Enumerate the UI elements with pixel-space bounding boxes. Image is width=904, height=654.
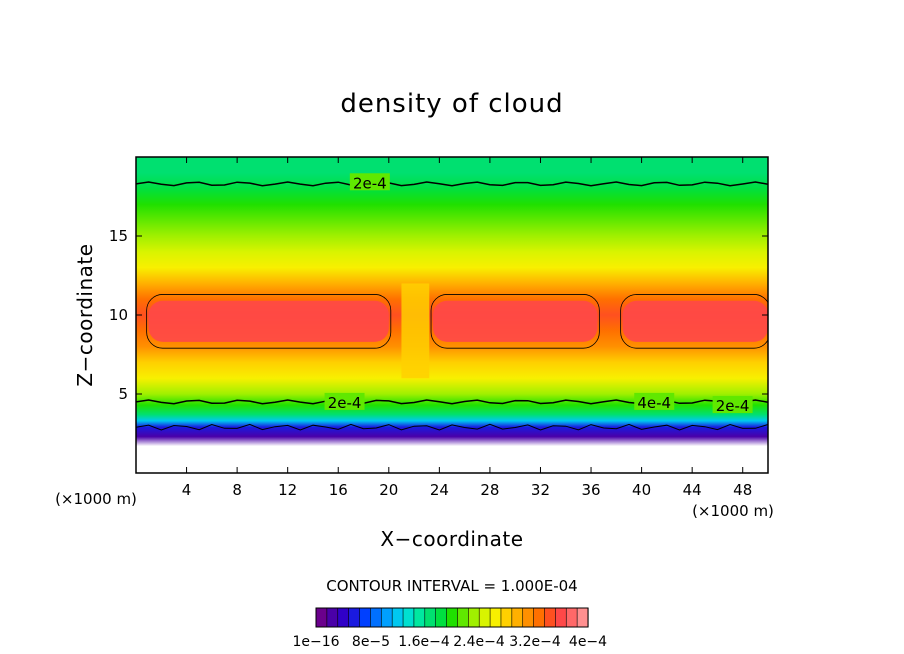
contour-label-bg: [324, 392, 365, 410]
colorbar: [315, 607, 589, 628]
colorbar-swatch: [337, 607, 350, 628]
colorbar-tick-label: 4e−4: [569, 634, 607, 650]
x-tick-label: 12: [278, 481, 297, 499]
core-region: [622, 300, 768, 342]
colorbar-swatch: [326, 607, 339, 628]
colorbar-swatch: [576, 607, 589, 628]
colorbar-swatch: [424, 607, 437, 628]
colorbar-swatch: [555, 607, 567, 628]
colorbar-swatch: [348, 607, 361, 628]
colorbar-frame: [315, 607, 589, 628]
x-tick-label: 40: [632, 481, 651, 499]
colorbar-swatch: [565, 607, 578, 628]
colorbar-swatch: [446, 607, 459, 628]
x-tick-label: 24: [430, 481, 449, 499]
colorbar-swatch: [478, 607, 491, 628]
colorbar-swatch: [435, 607, 448, 628]
contour-label: 4e-4: [637, 394, 671, 412]
x-tick-label: 32: [531, 481, 550, 499]
core-region: [433, 300, 598, 342]
x-tick-label: 16: [329, 481, 348, 499]
colorbar-swatch: [391, 607, 404, 628]
colorbar-tick-label: 1e−16: [292, 634, 339, 650]
contour-interval-label: CONTOUR INTERVAL = 1.000E-04: [326, 577, 577, 595]
core-contour: [430, 294, 600, 349]
y-tick-label: 15: [109, 227, 128, 245]
colorbar-swatch: [511, 607, 524, 628]
contour-line: [136, 423, 768, 431]
contour-label-bg: [349, 173, 390, 191]
colorbar-swatch: [370, 607, 382, 628]
x-tick-label: 4: [182, 481, 192, 499]
colorbar-swatch: [533, 607, 546, 628]
colorbar-swatch: [402, 607, 415, 628]
contour-label: 2e-4: [328, 394, 362, 412]
x-tick-label: 8: [232, 481, 242, 499]
x-tick-label: 20: [379, 481, 398, 499]
x-tick-label: 48: [733, 481, 752, 499]
x-tick-label: 36: [581, 481, 600, 499]
x-unit-label: (×1000 m): [692, 502, 774, 520]
core-contour: [620, 294, 768, 349]
contour-label-bg: [712, 396, 753, 414]
colorbar-tick-label: 3.2e−4: [509, 634, 561, 650]
colorbar-swatch: [413, 607, 426, 628]
y-tick-label: 5: [118, 385, 128, 403]
colorbar-swatch: [457, 607, 469, 628]
core-region: [148, 300, 389, 342]
contour-label-bg: [634, 392, 675, 410]
y-tick-label: 10: [109, 306, 128, 324]
y-axis-label: Z−coordinate: [73, 243, 97, 386]
contour-label: 2e-4: [353, 174, 387, 192]
plot-area: [136, 157, 768, 473]
chart-title: density of cloud: [340, 89, 563, 119]
colorbar-tick-label: 2.4e−4: [453, 634, 505, 650]
colorbar-swatch: [522, 607, 535, 628]
gap-region: [401, 283, 430, 379]
x-axis-label: X−coordinate: [380, 527, 523, 551]
y-unit-label: (×1000 m): [55, 490, 137, 508]
x-tick-label: 44: [683, 481, 702, 499]
colorbar-swatch: [500, 607, 513, 628]
colorbar-swatch: [544, 607, 556, 628]
colorbar-swatch: [359, 607, 371, 628]
colorbar-swatch: [468, 607, 480, 628]
colorbar-tick-label: 8e−5: [352, 634, 390, 650]
x-tick-label: 28: [480, 481, 499, 499]
colorbar-tick-label: 1.6e−4: [398, 634, 450, 650]
contour-label: 2e-4: [716, 397, 750, 415]
colorbar-swatch: [315, 607, 328, 628]
contour-line: [136, 181, 768, 187]
colorbar-swatch: [489, 607, 502, 628]
colorbar-swatch: [380, 607, 393, 628]
core-contour: [146, 294, 392, 349]
